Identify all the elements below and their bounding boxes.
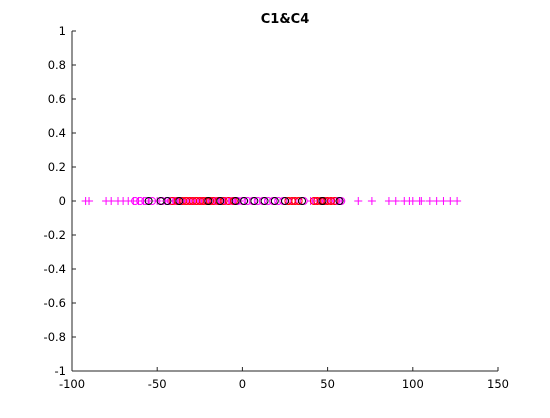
- data-point-circle: [136, 197, 145, 205]
- y-tick-label: 0: [59, 194, 66, 208]
- data-point-circle: [335, 197, 344, 205]
- data-point-circle: [231, 197, 240, 205]
- y-tick-label: 0.6: [48, 92, 66, 106]
- data-point-circle: [204, 197, 213, 205]
- data-point-circle: [281, 197, 289, 205]
- data-point-plus: [391, 197, 400, 205]
- data-point-circle: [148, 197, 157, 205]
- data-point-circle: [327, 197, 336, 205]
- y-tick-label: -0.8: [44, 330, 66, 344]
- data-point-plus: [85, 197, 94, 205]
- data-point-circle: [260, 197, 269, 205]
- x-tick-label: 100: [402, 377, 424, 391]
- data-point-plus: [408, 197, 417, 205]
- y-tick-label: -0.6: [44, 296, 66, 310]
- x-tick-label: -100: [59, 377, 85, 391]
- data-point-circle: [294, 197, 303, 205]
- data-point-circle: [144, 197, 153, 205]
- y-tick-label: 1: [59, 24, 66, 38]
- data-point-plus: [425, 197, 434, 205]
- data-point-plus: [354, 197, 363, 205]
- chart-marks: [81, 197, 462, 205]
- data-point-plus: [432, 197, 441, 205]
- y-tick-label: 0.4: [48, 126, 66, 140]
- data-point-circle: [330, 197, 339, 205]
- y-tick-label: 0.8: [48, 58, 66, 72]
- data-point-plus: [439, 197, 448, 205]
- data-point-circle: [318, 197, 327, 205]
- x-tick-label: 150: [487, 377, 509, 391]
- data-point-circle: [163, 197, 172, 205]
- data-point-plus: [453, 197, 462, 205]
- chart-title: C1&C4: [261, 12, 310, 27]
- data-point-plus: [446, 197, 455, 205]
- chart-axes: -100 -50 0 50 100 150 1 0.8 0.6 0.4 0.2 0 -0.2 -0.4 -0…: [44, 24, 509, 391]
- data-point-plus: [384, 197, 393, 205]
- data-point-circle: [175, 197, 184, 205]
- data-point-circle: [240, 197, 249, 205]
- data-point-plus: [367, 197, 376, 205]
- x-tick-label: 0: [239, 377, 246, 391]
- data-point-circle: [219, 197, 228, 205]
- y-tick-label: -1: [55, 364, 66, 378]
- y-tick-label: -0.2: [44, 228, 66, 242]
- data-point-circle: [250, 197, 259, 205]
- data-point-circle: [270, 197, 279, 205]
- x-tick-label: 50: [320, 377, 335, 391]
- y-tick-label: 0.2: [48, 160, 66, 174]
- data-point-circle: [298, 197, 307, 205]
- x-tick-label: -50: [148, 377, 167, 391]
- data-point-circle: [216, 197, 225, 205]
- data-point-circle: [131, 197, 140, 205]
- data-point-plus: [107, 197, 116, 205]
- data-point-plus: [417, 197, 426, 205]
- y-tick-label: -0.4: [44, 262, 66, 276]
